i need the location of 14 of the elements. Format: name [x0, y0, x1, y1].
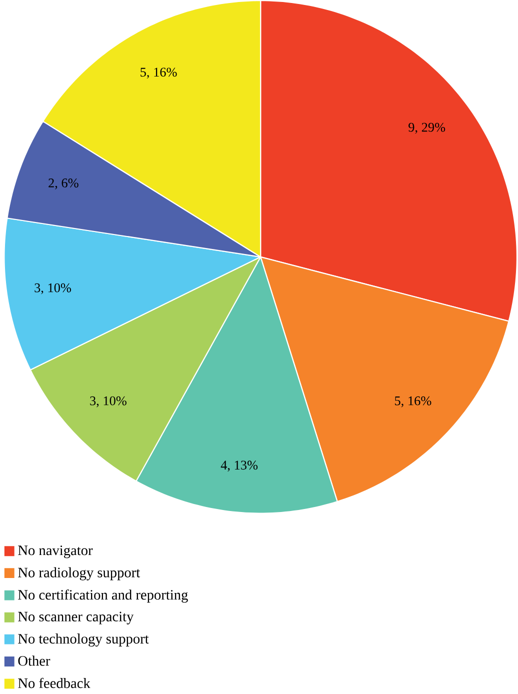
data-label: 3, 10% — [90, 396, 127, 408]
data-label: 2, 6% — [48, 178, 79, 190]
data-label: 5, 16% — [395, 396, 432, 408]
legend-label: No technology support — [18, 634, 150, 647]
legend-label: No feedback — [18, 678, 91, 688]
data-label: 3, 10% — [34, 283, 72, 294]
data-label: 9, 29% — [408, 122, 446, 134]
legend-label: No navigator — [18, 546, 93, 558]
legend-label: No certification and reporting — [18, 589, 188, 603]
data-label: 5, 16% — [140, 68, 178, 79]
legend-label: No radiology support — [18, 567, 140, 580]
data-label: 4, 13% — [221, 460, 258, 472]
legend-label: No scanner capacity — [18, 612, 134, 624]
legend-label: Other — [18, 656, 50, 666]
